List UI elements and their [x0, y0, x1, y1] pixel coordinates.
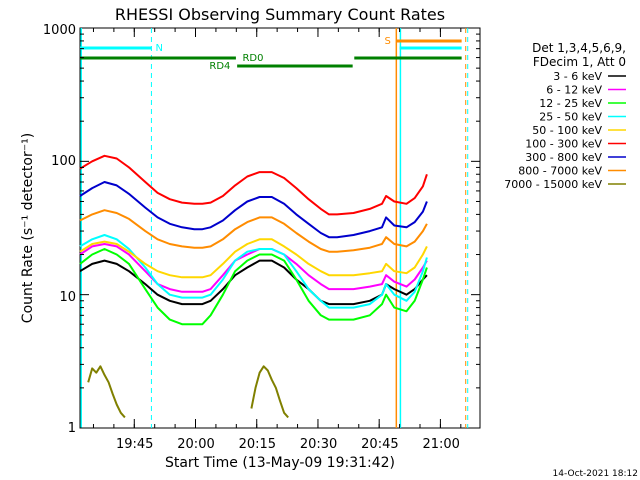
y-axis-title: Count Rate (s⁻¹ detector⁻¹) — [20, 133, 36, 323]
legend-item-label: 6 - 12 keV — [546, 84, 602, 97]
rd0-label: RD0 — [242, 53, 263, 64]
x-tick-label: 20:15 — [239, 437, 276, 452]
legend-item-label: 12 - 25 keV — [539, 97, 602, 110]
legend-item-label: 25 - 50 keV — [539, 111, 602, 124]
legend-item-label: 7000 - 15000 keV — [504, 178, 602, 191]
x-tick-label: 20:30 — [300, 437, 337, 452]
legend-header-line: Det 1,3,4,5,6,9, — [532, 41, 626, 55]
series-line — [87, 365, 289, 419]
legend-item-label: 100 - 300 keV — [525, 138, 602, 151]
y-tick-label: 1 — [68, 421, 76, 436]
rd4-label: RD4 — [209, 61, 230, 72]
series-line — [79, 248, 428, 326]
legend-item-label: 300 - 800 keV — [525, 151, 602, 164]
series-line — [79, 209, 428, 253]
y-tick-label: 1000 — [43, 23, 76, 38]
x-tick-label: 21:00 — [422, 437, 459, 452]
series-line — [79, 238, 428, 279]
night-label: N — [156, 43, 163, 54]
legend-header-line: FDecim 1, Att 0 — [533, 55, 626, 69]
chart-title: RHESSI Observing Summary Count Rates — [115, 5, 445, 24]
y-axis: 1 10 100 1000 — [43, 23, 76, 436]
legend-item-label: 800 - 7000 keV — [518, 165, 602, 178]
x-tick-label: 20:00 — [177, 437, 214, 452]
legend-item-label: 3 - 6 keV — [553, 70, 602, 83]
y-tick-label: 10 — [59, 290, 76, 305]
x-tick-label: 20:45 — [361, 437, 398, 452]
y-tick-label: 100 — [51, 154, 76, 169]
footer-date: 14-Oct-2021 18:12 — [553, 469, 638, 479]
series-line — [79, 234, 428, 309]
legend-item-label: 50 - 100 keV — [532, 124, 602, 137]
series-line — [79, 181, 428, 239]
legend: Det 1,3,4,5,6,9, FDecim 1, Att 0 3 - 6 k… — [504, 41, 626, 191]
saa-label: S — [384, 36, 390, 47]
plot-frame — [79, 27, 481, 429]
x-axis: 19:45 20:00 20:15 20:30 20:45 21:00 — [116, 437, 460, 452]
x-axis-title: Start Time (13-May-09 19:31:42) — [165, 455, 395, 471]
series-line — [79, 154, 428, 216]
x-tick-label: 19:45 — [116, 437, 153, 452]
tick-marks — [80, 28, 480, 429]
